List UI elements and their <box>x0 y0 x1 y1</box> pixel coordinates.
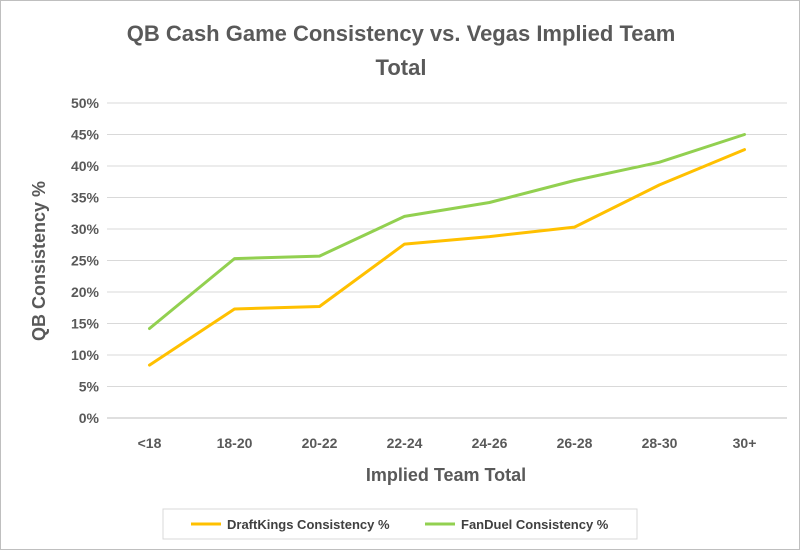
y-tick-label: 5% <box>79 379 100 395</box>
series-lines <box>148 133 746 367</box>
y-tick-label: 20% <box>71 284 100 300</box>
chart-title-line-2: Total <box>376 55 427 80</box>
x-tick-label: 28-30 <box>642 435 678 451</box>
legend: DraftKings Consistency % FanDuel Consiste… <box>191 517 609 532</box>
legend-box <box>162 508 638 540</box>
legend-label-1: DraftKings Consistency % <box>227 517 390 532</box>
y-axis-ticks: 0% 5% 10% 15% 20% 25% 30% 35% 40% 45% 50% <box>71 95 100 426</box>
y-tick-label: 15% <box>71 316 100 332</box>
series-line-2 <box>148 133 746 330</box>
y-tick-label: 35% <box>71 190 100 206</box>
x-tick-label: 24-26 <box>472 435 508 451</box>
x-axis-ticks: <18 18-20 20-22 22-24 24-26 26-28 28-30 30+ <box>138 435 757 451</box>
series-line-1 <box>148 148 746 367</box>
chart-title-line-1: QB Cash Game Consistency vs. Vegas Impli… <box>127 21 676 46</box>
x-tick-label: 20-22 <box>302 435 338 451</box>
x-axis-title: Implied Team Total <box>366 465 526 485</box>
chart-title: QB Cash Game Consistency vs. Vegas Impli… <box>127 21 676 80</box>
y-tick-label: 40% <box>71 158 100 174</box>
x-tick-label: 26-28 <box>557 435 593 451</box>
x-tick-label: 18-20 <box>217 435 253 451</box>
legend-label-2: FanDuel Consistency % <box>461 517 609 532</box>
y-tick-label: 45% <box>71 127 100 143</box>
gridlines <box>107 102 787 419</box>
x-tick-label: 22-24 <box>387 435 423 451</box>
y-axis-title: QB Consistency % <box>29 181 49 341</box>
y-tick-label: 25% <box>71 253 100 269</box>
y-tick-label: 10% <box>71 347 100 363</box>
y-tick-label: 50% <box>71 95 100 111</box>
y-tick-label: 0% <box>79 410 100 426</box>
x-tick-label: 30+ <box>733 435 757 451</box>
y-tick-label: 30% <box>71 221 100 237</box>
x-tick-label: <18 <box>138 435 162 451</box>
